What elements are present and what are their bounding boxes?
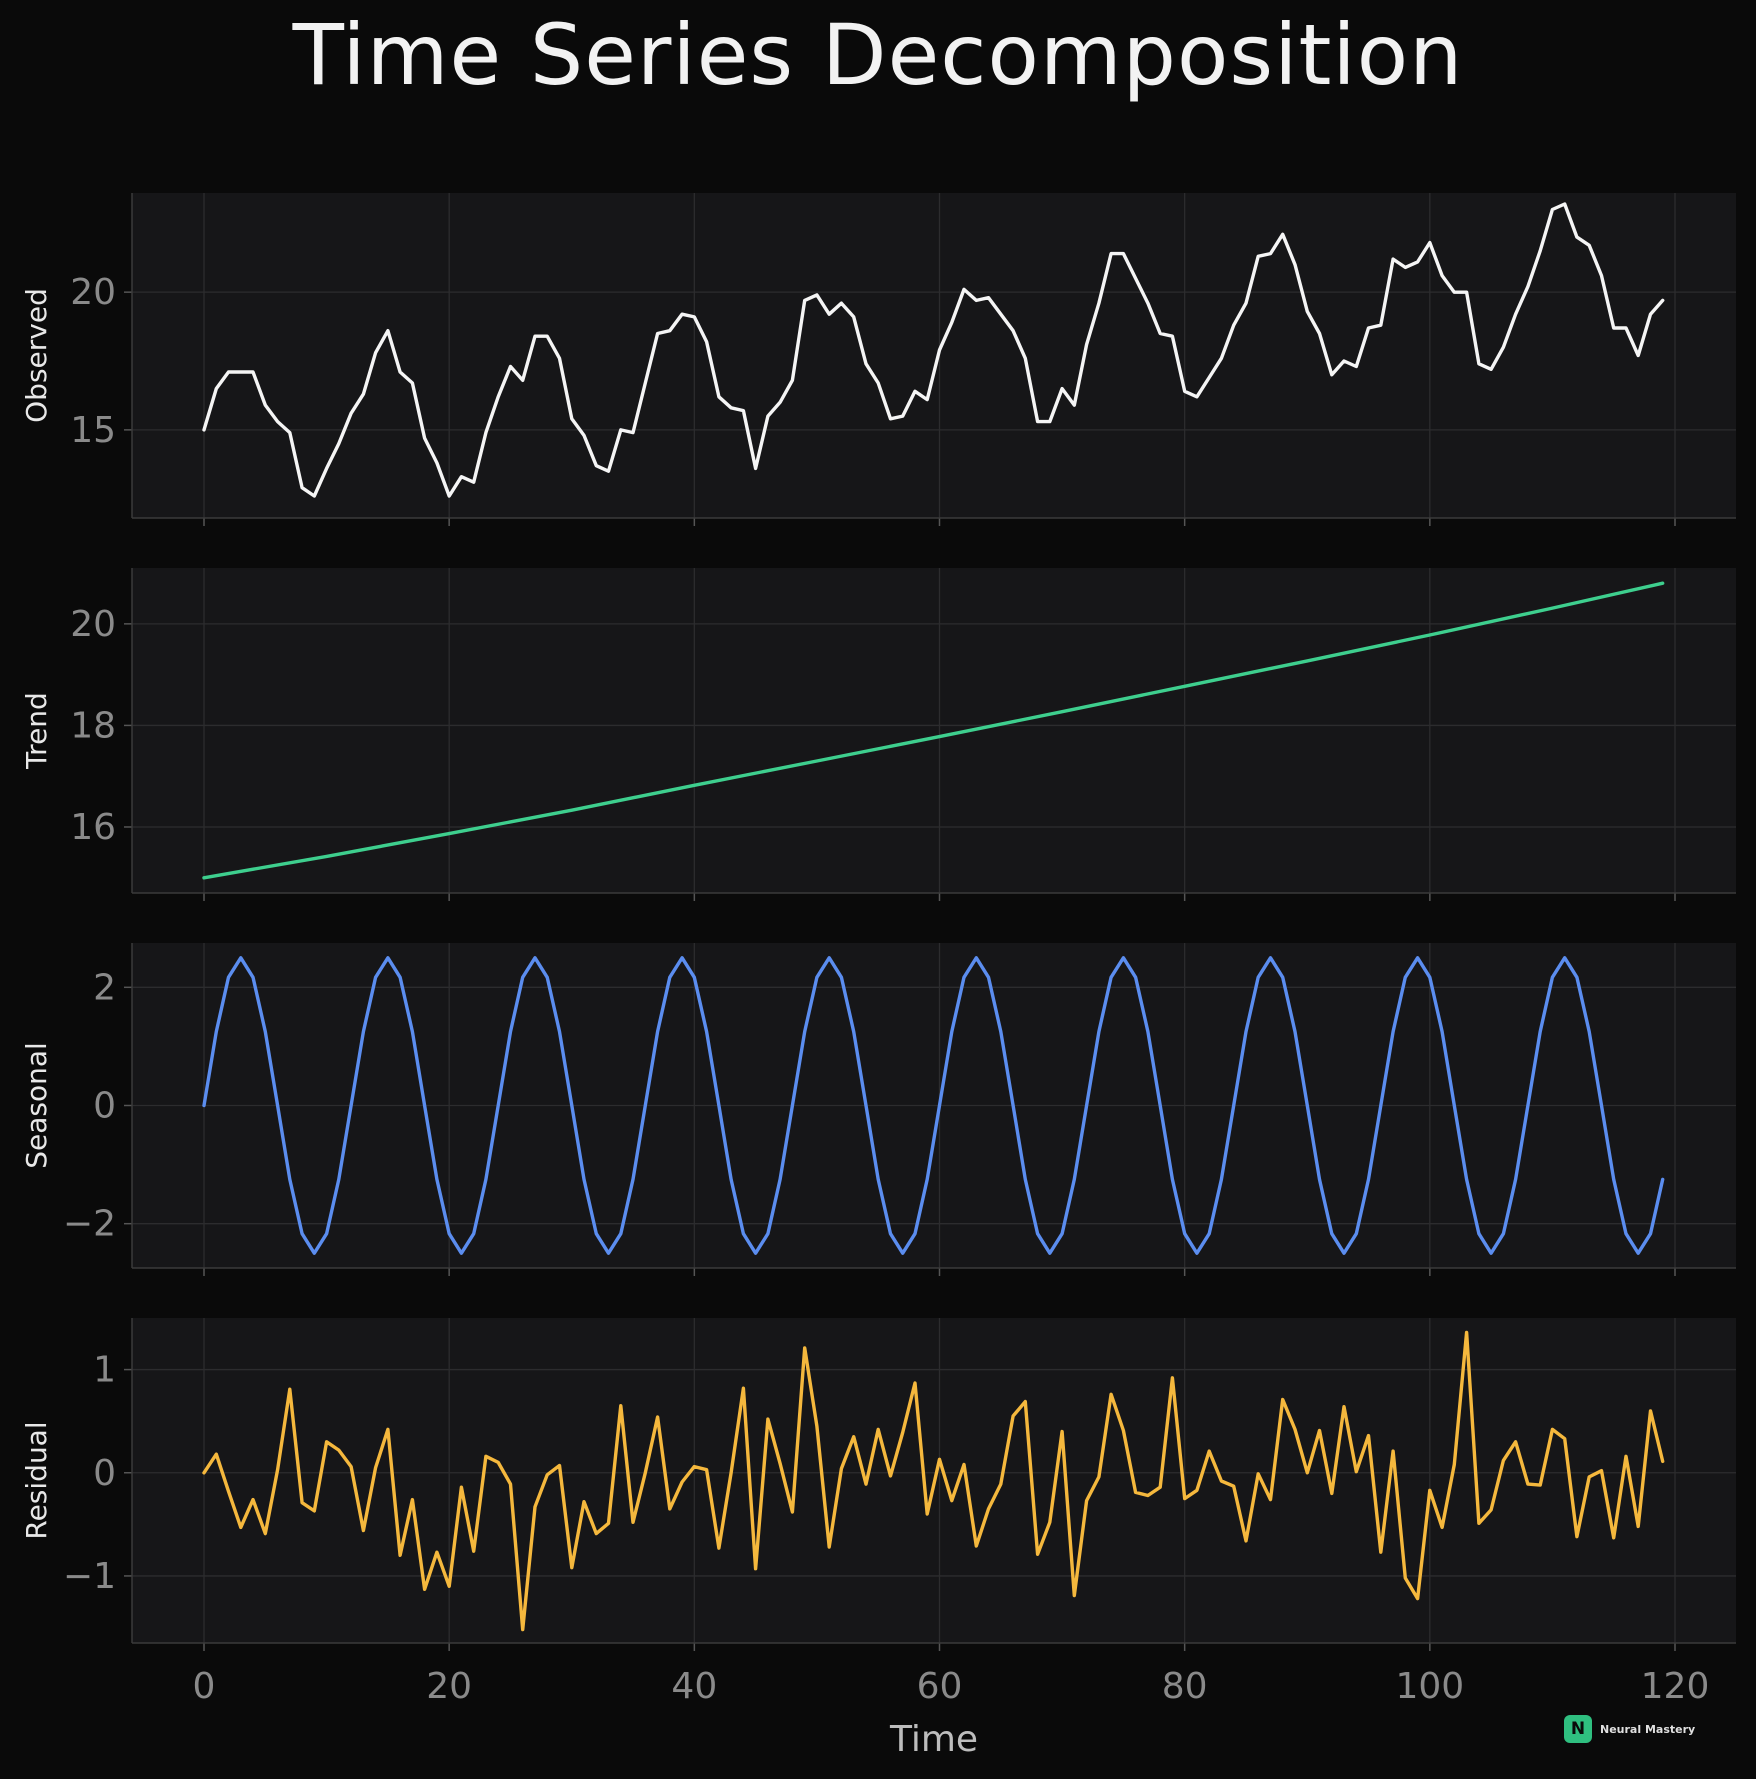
- x-tick-label: 20: [426, 1666, 472, 1707]
- x-tick-label: 120: [1641, 1666, 1710, 1707]
- trend-y-tick-label: 16: [70, 807, 116, 848]
- seasonal-y-tick-label: 0: [93, 1086, 116, 1127]
- trend-y-axis-label: Trend: [20, 692, 53, 770]
- seasonal-series-line: [202, 956, 1665, 1255]
- trend-y-tick-label: 20: [70, 604, 116, 645]
- neural-mastery-logo: N Neural Mastery: [1564, 1715, 1695, 1743]
- observed-y-tick-label: 15: [70, 410, 116, 451]
- residual-series-line: [202, 1330, 1665, 1632]
- x-tick-label: 40: [671, 1666, 717, 1707]
- seasonal-y-tick-label: 2: [93, 967, 116, 1008]
- residual-y-tick-label: 1: [93, 1350, 116, 1391]
- observed-y-axis-label: Observed: [20, 288, 53, 423]
- residual-y-axis-label: Residual: [20, 1421, 53, 1539]
- seasonal-y-tick-label: −2: [63, 1204, 116, 1245]
- x-tick-label: 80: [1162, 1666, 1208, 1707]
- observed-panel: [132, 193, 1736, 518]
- logo-text: Neural Mastery: [1600, 1722, 1696, 1736]
- chart-title: Time Series Decomposition: [292, 6, 1464, 104]
- residual-y-tick-label: 0: [93, 1453, 116, 1494]
- observed-y-tick-label: 20: [70, 272, 116, 313]
- x-axis-label: Time: [889, 1719, 978, 1760]
- observed-series-line: [202, 202, 1665, 498]
- seasonal-y-axis-label: Seasonal: [20, 1042, 53, 1169]
- x-tick-label: 60: [917, 1666, 963, 1707]
- trend-panel: [132, 568, 1736, 893]
- x-tick-label: 100: [1395, 1666, 1464, 1707]
- logo-icon: N: [1564, 1715, 1592, 1743]
- residual-y-tick-label: −1: [63, 1556, 116, 1597]
- trend-y-tick-label: 18: [70, 705, 116, 746]
- x-tick-label: 0: [193, 1666, 216, 1707]
- trend-series-line: [202, 581, 1665, 880]
